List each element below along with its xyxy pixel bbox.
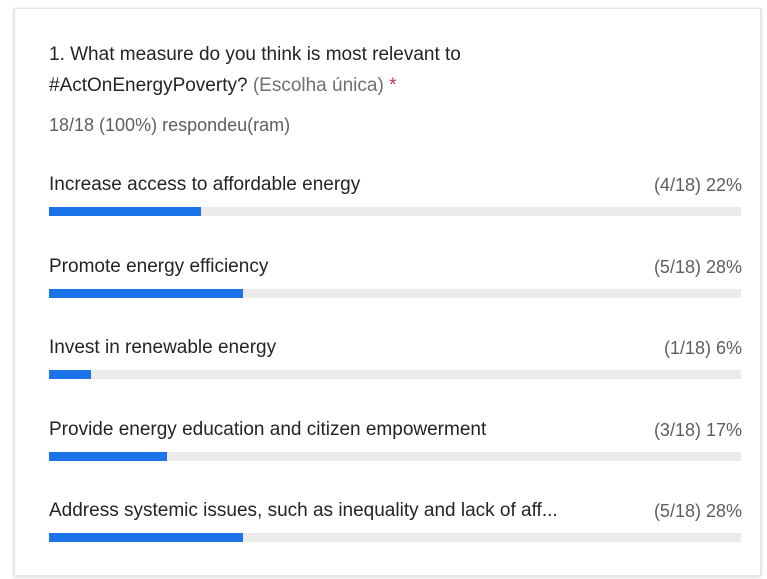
option-label: Address systemic issues, such as inequal… bbox=[49, 500, 558, 521]
bar bbox=[49, 533, 243, 542]
option-result: (1/18) 6% bbox=[663, 338, 742, 358]
option-result: (3/18) 17% bbox=[653, 419, 742, 440]
bar-track bbox=[49, 370, 741, 379]
question-card: 1. What measure do you think is most rel… bbox=[14, 8, 761, 576]
option-result: (5/18) 28% bbox=[653, 256, 742, 277]
option-label: Invest in renewable energy bbox=[49, 337, 277, 358]
question-title: 1. What measure do you think is most rel… bbox=[49, 39, 569, 101]
option-label: Increase access to affordable energy bbox=[49, 174, 361, 195]
required-mark: * bbox=[389, 75, 397, 96]
bar-track bbox=[49, 451, 741, 461]
bar bbox=[49, 370, 91, 379]
response-count: 18/18 (100%) respondeu(ram) bbox=[49, 115, 291, 135]
option-label: Provide energy education and citizen emp… bbox=[49, 418, 487, 440]
bar-track bbox=[49, 533, 741, 542]
bar-track bbox=[49, 207, 741, 216]
option-result: (4/18) 22% bbox=[653, 175, 742, 195]
question-type: (Escolha única) bbox=[252, 75, 384, 96]
bar-track bbox=[49, 288, 741, 298]
option-result: (5/18) 28% bbox=[653, 501, 742, 521]
bar bbox=[49, 451, 167, 461]
option-label: Promote energy efficiency bbox=[49, 255, 269, 277]
question-text: 1. What measure do you think is most rel… bbox=[49, 44, 461, 96]
bar bbox=[49, 207, 202, 216]
bar bbox=[49, 288, 243, 298]
